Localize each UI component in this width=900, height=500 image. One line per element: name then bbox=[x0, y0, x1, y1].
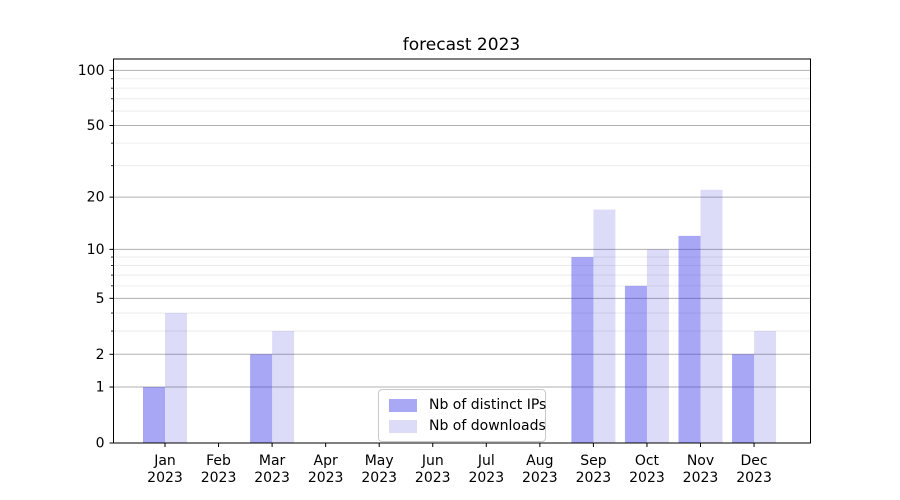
x-tick-label-month: Dec bbox=[741, 453, 768, 469]
x-tick-label-year: 2023 bbox=[576, 470, 612, 486]
bar-distinct-ips-oct bbox=[624, 285, 647, 443]
bar-downloads-mar bbox=[272, 331, 295, 443]
legend-item-downloads: Nb of downloads bbox=[389, 418, 546, 434]
x-tick-label-year: 2023 bbox=[415, 470, 451, 486]
bar-downloads-nov bbox=[700, 189, 723, 443]
bar-distinct-ips-dec bbox=[732, 354, 755, 443]
x-tick-label-year: 2023 bbox=[201, 470, 237, 486]
axes-box bbox=[113, 58, 811, 444]
x-tick-label-year: 2023 bbox=[683, 470, 719, 486]
y-tick-label: 0 bbox=[96, 436, 105, 452]
x-tick-label-month: Jul bbox=[477, 453, 495, 469]
bar-downloads-dec bbox=[754, 331, 777, 443]
bar-distinct-ips-jan bbox=[143, 387, 165, 443]
x-tick-label-month: Feb bbox=[206, 453, 231, 469]
bar-distinct-ips-nov bbox=[678, 235, 701, 443]
bar-distinct-ips-mar bbox=[250, 354, 273, 443]
y-tick-label: 10 bbox=[87, 242, 105, 258]
x-tick-label-year: 2023 bbox=[736, 470, 772, 486]
x-tick-label-month: Nov bbox=[687, 453, 714, 469]
legend-label-distinct-ips: Nb of distinct IPs bbox=[429, 397, 547, 413]
x-tick-label-year: 2023 bbox=[308, 470, 344, 486]
x-tick-label-month: Mar bbox=[259, 453, 286, 469]
x-tick-label-month: May bbox=[365, 453, 394, 469]
y-tick-label: 100 bbox=[78, 63, 105, 79]
y-tick-label: 2 bbox=[96, 347, 105, 363]
x-tick-label-year: 2023 bbox=[147, 470, 183, 486]
x-tick-label-year: 2023 bbox=[629, 470, 665, 486]
bar-downloads-oct bbox=[646, 249, 669, 443]
x-tick-label-year: 2023 bbox=[254, 470, 290, 486]
legend-label-downloads: Nb of downloads bbox=[429, 418, 546, 434]
x-tick-label-month: Oct bbox=[635, 453, 660, 469]
bar-downloads-jan bbox=[165, 313, 187, 443]
x-tick-label-year: 2023 bbox=[468, 470, 504, 486]
x-tick-label-month: Aug bbox=[526, 453, 553, 469]
bar-distinct-ips-sep bbox=[571, 257, 594, 443]
legend: Nb of distinct IPs Nb of downloads bbox=[378, 389, 546, 442]
y-tick-label: 50 bbox=[87, 118, 105, 134]
x-tick-label-year: 2023 bbox=[522, 470, 558, 486]
x-tick-label-month: Sep bbox=[580, 453, 607, 469]
legend-item-distinct-ips: Nb of distinct IPs bbox=[389, 397, 546, 413]
chart-title: forecast 2023 bbox=[402, 35, 521, 55]
x-tick-label-month: Jan bbox=[153, 453, 176, 469]
y-tick-label: 1 bbox=[96, 380, 105, 396]
y-tick-label: 5 bbox=[96, 291, 105, 307]
legend-swatch-downloads bbox=[389, 419, 417, 433]
bar-downloads-sep bbox=[593, 209, 616, 443]
x-tick-label-year: 2023 bbox=[361, 470, 397, 486]
legend-swatch-distinct-ips bbox=[389, 398, 417, 412]
x-tick-label-month: Jun bbox=[421, 453, 444, 469]
y-tick-label: 20 bbox=[87, 190, 105, 206]
x-tick-label-month: Apr bbox=[314, 453, 338, 469]
